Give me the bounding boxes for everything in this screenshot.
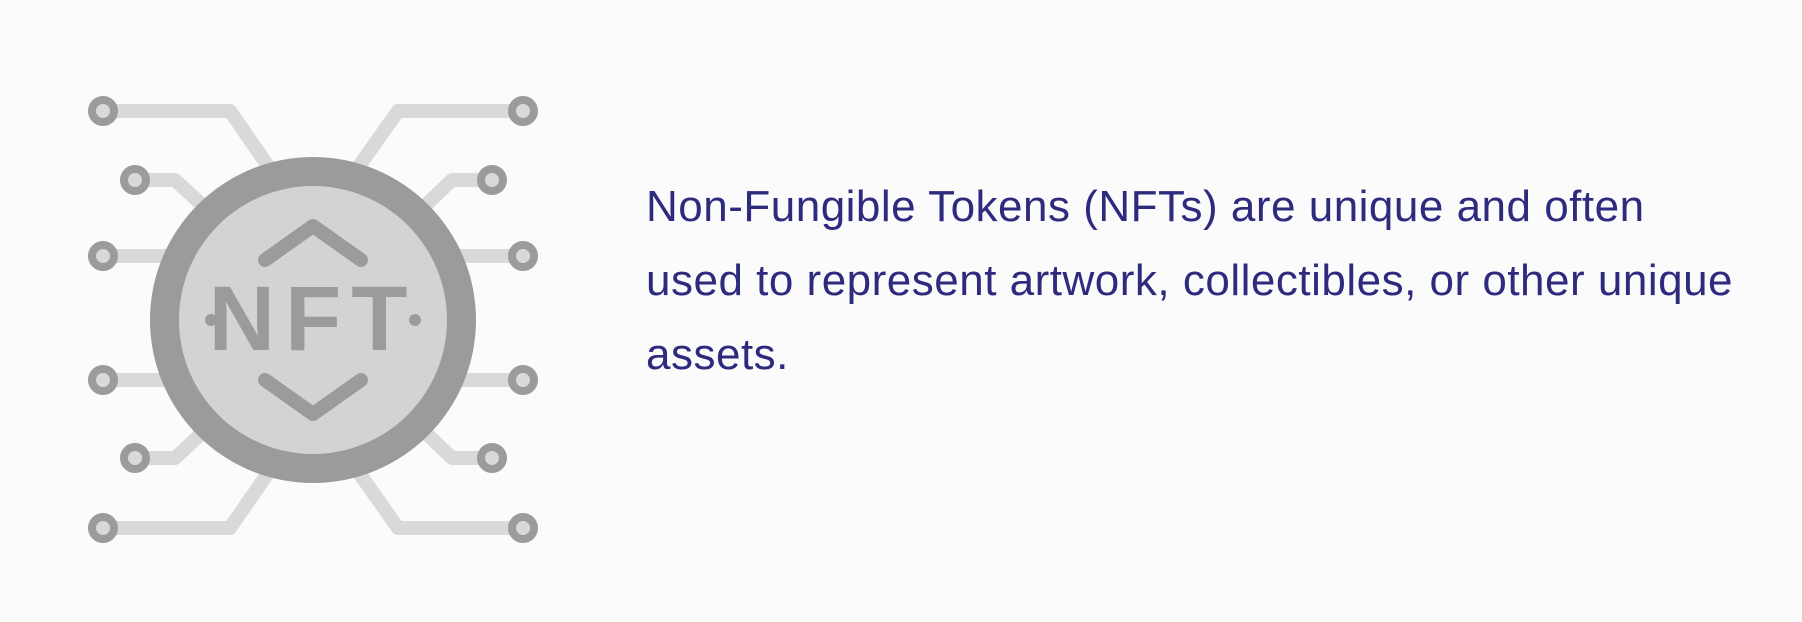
nft-description: Non-Fungible Tokens (NFTs) are unique an… [646,182,1734,379]
nft-coin-circuit-icon: NFT [80,88,550,558]
nft-icon-label: NFT [209,268,418,370]
